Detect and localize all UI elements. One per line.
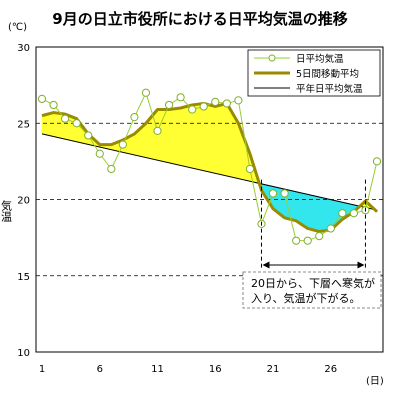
daily-point-16 [211, 97, 220, 107]
moving-average-line [41, 101, 379, 234]
annotation: 20日から、下層へ寒気が 入り、気温が下がる。 [242, 179, 382, 309]
daily-point-7 [107, 164, 116, 174]
legend-label-moving-average: 5日間移動平均 [296, 68, 359, 80]
daily-point-25 [315, 232, 324, 241]
legend: 日平均気温 5日間移動平均 平年日平均気温 [247, 49, 381, 97]
chart-title: 9月の日立市役所における日平均気温の推移 [52, 10, 348, 28]
data-points [37, 88, 382, 245]
daily-point-10 [141, 88, 151, 97]
daily-point-22 [280, 189, 289, 198]
y-tick-20: 20 [17, 196, 30, 207]
daily-point-4 [72, 119, 81, 128]
cool-fill-segment-24 [307, 194, 320, 232]
x-tick-labels: 1 6 11 16 21 26 [39, 364, 337, 375]
x-tick-26: 26 [324, 364, 337, 375]
y-tick-30: 30 [17, 43, 30, 54]
daily-point-1 [37, 94, 47, 103]
daily-point-3 [61, 114, 70, 123]
daily-point-27 [338, 209, 347, 218]
daily-point-2 [49, 100, 58, 110]
legend-label-daily: 日平均気温 [296, 53, 344, 65]
warm-fill-segment-15 [214, 103, 228, 177]
warm-fill-segment-11 [168, 107, 181, 166]
daily-point-5 [84, 131, 93, 140]
daily-point-6 [95, 149, 104, 158]
x-tick-1: 1 [39, 364, 45, 375]
daily-point-24 [303, 236, 312, 245]
y-tick-25: 25 [17, 119, 30, 130]
x-unit-label: (日) [366, 376, 384, 387]
legend-label-normal: 平年日平均気温 [296, 83, 363, 95]
daily-point-26 [326, 224, 335, 233]
daily-point-28 [349, 209, 358, 218]
warm-fill-segment-13 [191, 103, 205, 172]
y-unit-label: (℃) [8, 22, 27, 33]
warm-fill-segment-14 [203, 103, 216, 174]
normal-temperature-line [41, 133, 378, 211]
x-tick-6: 6 [97, 364, 103, 375]
y-tick-labels: 10 15 20 25 30 [17, 43, 30, 359]
daily-point-11 [153, 126, 162, 135]
y-tick-10: 10 [17, 348, 30, 359]
daily-point-30 [372, 157, 382, 166]
daily-point-14 [188, 105, 197, 114]
daily-point-19 [245, 164, 255, 174]
y-axis-label: 気温 [0, 199, 13, 222]
y-tick-15: 15 [17, 272, 30, 283]
x-tick-21: 21 [267, 364, 280, 375]
annotation-line-1: 20日から、下層へ寒気が [251, 276, 375, 290]
warm-fill-segment-12 [180, 104, 193, 169]
daily-point-23 [292, 236, 301, 245]
daily-point-9 [130, 113, 139, 122]
x-tick-11: 11 [151, 364, 164, 375]
daily-point-12 [164, 100, 174, 110]
daily-point-21 [268, 189, 278, 198]
daily-point-8 [118, 140, 127, 149]
daily-point-13 [176, 93, 185, 102]
annotation-box [242, 271, 382, 309]
annotation-line-2: 入り、気温が下がる。 [251, 291, 361, 305]
daily-point-18 [234, 96, 243, 105]
x-tick-16: 16 [209, 364, 222, 375]
daily-point-15 [199, 102, 208, 111]
legend-marker-daily [268, 54, 276, 62]
daily-point-17 [222, 99, 231, 108]
